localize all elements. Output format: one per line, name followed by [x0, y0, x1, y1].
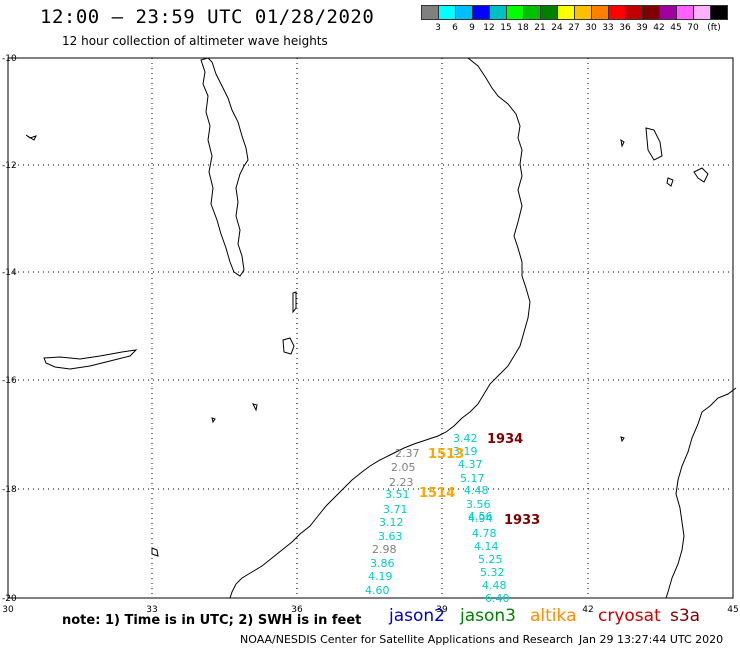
colorbar-label: 18 — [517, 23, 529, 33]
map-subtitle: 12 hour collection of altimeter wave hei… — [62, 34, 328, 48]
lake-kariba-outline — [43, 349, 138, 370]
latitude-label: -18 — [2, 485, 17, 495]
wave-height-value: 3.63 — [378, 530, 403, 543]
longitude-label: 42 — [582, 605, 593, 615]
wave-height-value: 3.56 — [466, 498, 491, 511]
wave-height-value: 4.60 — [365, 584, 390, 597]
wave-height-value: 4.56 — [468, 510, 493, 523]
coastlines — [25, 57, 737, 599]
colorbar-swatch — [710, 5, 728, 20]
satellite-legend-cryosat: cryosat — [598, 606, 661, 626]
wave-height-value: 4.48 — [464, 484, 489, 497]
longitude-label: 36 — [291, 605, 303, 615]
wave-height-value: 4.19 — [368, 570, 393, 583]
latitude-label: -12 — [2, 161, 17, 171]
wave-height-value: 4.14 — [474, 540, 499, 553]
madagascar-coastline — [665, 387, 737, 599]
colorbar-label: (ft) — [707, 23, 721, 33]
mayotte-island-outline — [693, 167, 709, 183]
lake-malawi-outline — [200, 57, 249, 277]
small-island-7 — [211, 417, 216, 424]
colorbar-labels: 3 6 9 12 15 18 21 24 27 30 33 36 39 42 45 70 (ft) — [421, 23, 740, 35]
colorbar-label: 12 — [483, 23, 495, 33]
lat-lon-grid — [8, 58, 733, 598]
colorbar-label: 39 — [636, 23, 648, 33]
colorbar-label: 27 — [568, 23, 580, 33]
wave-height-value: 5.32 — [480, 566, 505, 579]
altimeter-tracks: 2.372.05 2.233.51 3.713.123.632.983.864.19… — [365, 432, 540, 605]
wave-height-value: 2.37 — [395, 447, 420, 460]
colorbar-label: 21 — [534, 23, 546, 33]
wave-height-value: 5.17 — [460, 472, 485, 485]
generation-timestamp: Jan 29 13:27:44 UTC 2020 — [579, 633, 724, 646]
latitude-label: -16 — [2, 376, 17, 386]
wave-height-value: 3.12 — [379, 516, 404, 529]
small-island-3 — [25, 134, 37, 141]
lake-chilwa-outline — [282, 337, 295, 355]
colorbar-label: 70 — [687, 23, 699, 33]
track-pass-label: 1514 — [419, 486, 455, 501]
wave-height-value: 3.19 — [453, 445, 478, 458]
wave-height-value: 4.48 — [482, 579, 507, 592]
wave-height-value: 4.37 — [458, 458, 483, 471]
small-lake-5 — [252, 403, 258, 412]
colorbar-label: 3 — [435, 23, 441, 33]
track-pass-label: 1934 — [487, 432, 523, 447]
footer-note: note: 1) Time is in UTC; 2) SWH is in fe… — [62, 613, 362, 628]
credit-line: NOAA/NESDIS Center for Satellite Applica… — [240, 633, 574, 646]
small-lake-outline — [292, 291, 297, 314]
map-border — [7, 57, 734, 599]
colorbar-label: 42 — [653, 23, 665, 33]
track-pass-label: 1513 — [428, 447, 464, 462]
colorbar-label: 9 — [469, 23, 475, 33]
map-title: 12:00 — 23:59 UTC 01/28/2020 — [40, 6, 375, 28]
small-island-1 — [666, 177, 674, 187]
map-frame — [7, 57, 734, 599]
mozambique-coastline — [229, 57, 531, 599]
track-pass-label: 1933 — [504, 513, 540, 528]
colorbar-label: 36 — [619, 23, 631, 33]
colorbar-label: 24 — [551, 23, 563, 33]
wave-height-value: 4.94 — [468, 512, 493, 525]
latitude-labels: -10 -12 -14 -16 -18 -20 — [2, 54, 17, 604]
colorbar-label: 45 — [670, 23, 682, 33]
longitude-label: 45 — [727, 605, 738, 615]
small-lake-4 — [151, 547, 159, 557]
wave-height-value: 3.51 — [385, 488, 410, 501]
longitude-label: 39 — [436, 605, 448, 615]
satellite-legend-jason3: jason3 — [460, 606, 516, 626]
wave-height-value: 3.71 — [383, 503, 408, 516]
colorbar-label: 30 — [585, 23, 597, 33]
latitude-label: -10 — [2, 54, 17, 64]
wave-height-value: 2.23 — [389, 476, 414, 489]
satellite-legend-altika: altika — [530, 606, 577, 626]
wave-height-value: 3.86 — [370, 557, 395, 570]
longitude-label: 30 — [2, 605, 14, 615]
wave-height-value: 6.40 — [485, 592, 510, 605]
small-island-6 — [620, 436, 625, 443]
colorbar-label: 33 — [602, 23, 614, 33]
colorbar-label: 15 — [500, 23, 512, 33]
satellite-legend-s3a: s3a — [670, 606, 701, 626]
wave-height-value: 2.98 — [372, 543, 397, 556]
wave-height-value: 2.05 — [391, 461, 416, 474]
colorbar-label: 6 — [452, 23, 458, 33]
satellite-legend-jason2: jason2 — [389, 606, 445, 626]
longitude-labels: 30 33 36 39 42 45 — [2, 605, 738, 615]
wave-height-colorbar — [421, 5, 728, 20]
small-island-2 — [620, 138, 625, 148]
longitude-label: 33 — [146, 605, 157, 615]
latitude-label: -14 — [2, 268, 17, 278]
latitude-label: -20 — [2, 594, 17, 604]
wave-height-value: 5.25 — [478, 553, 503, 566]
wave-height-value: 3.42 — [453, 432, 478, 445]
wave-height-value: 4.78 — [472, 527, 497, 540]
comoros-island-outline — [645, 127, 663, 161]
